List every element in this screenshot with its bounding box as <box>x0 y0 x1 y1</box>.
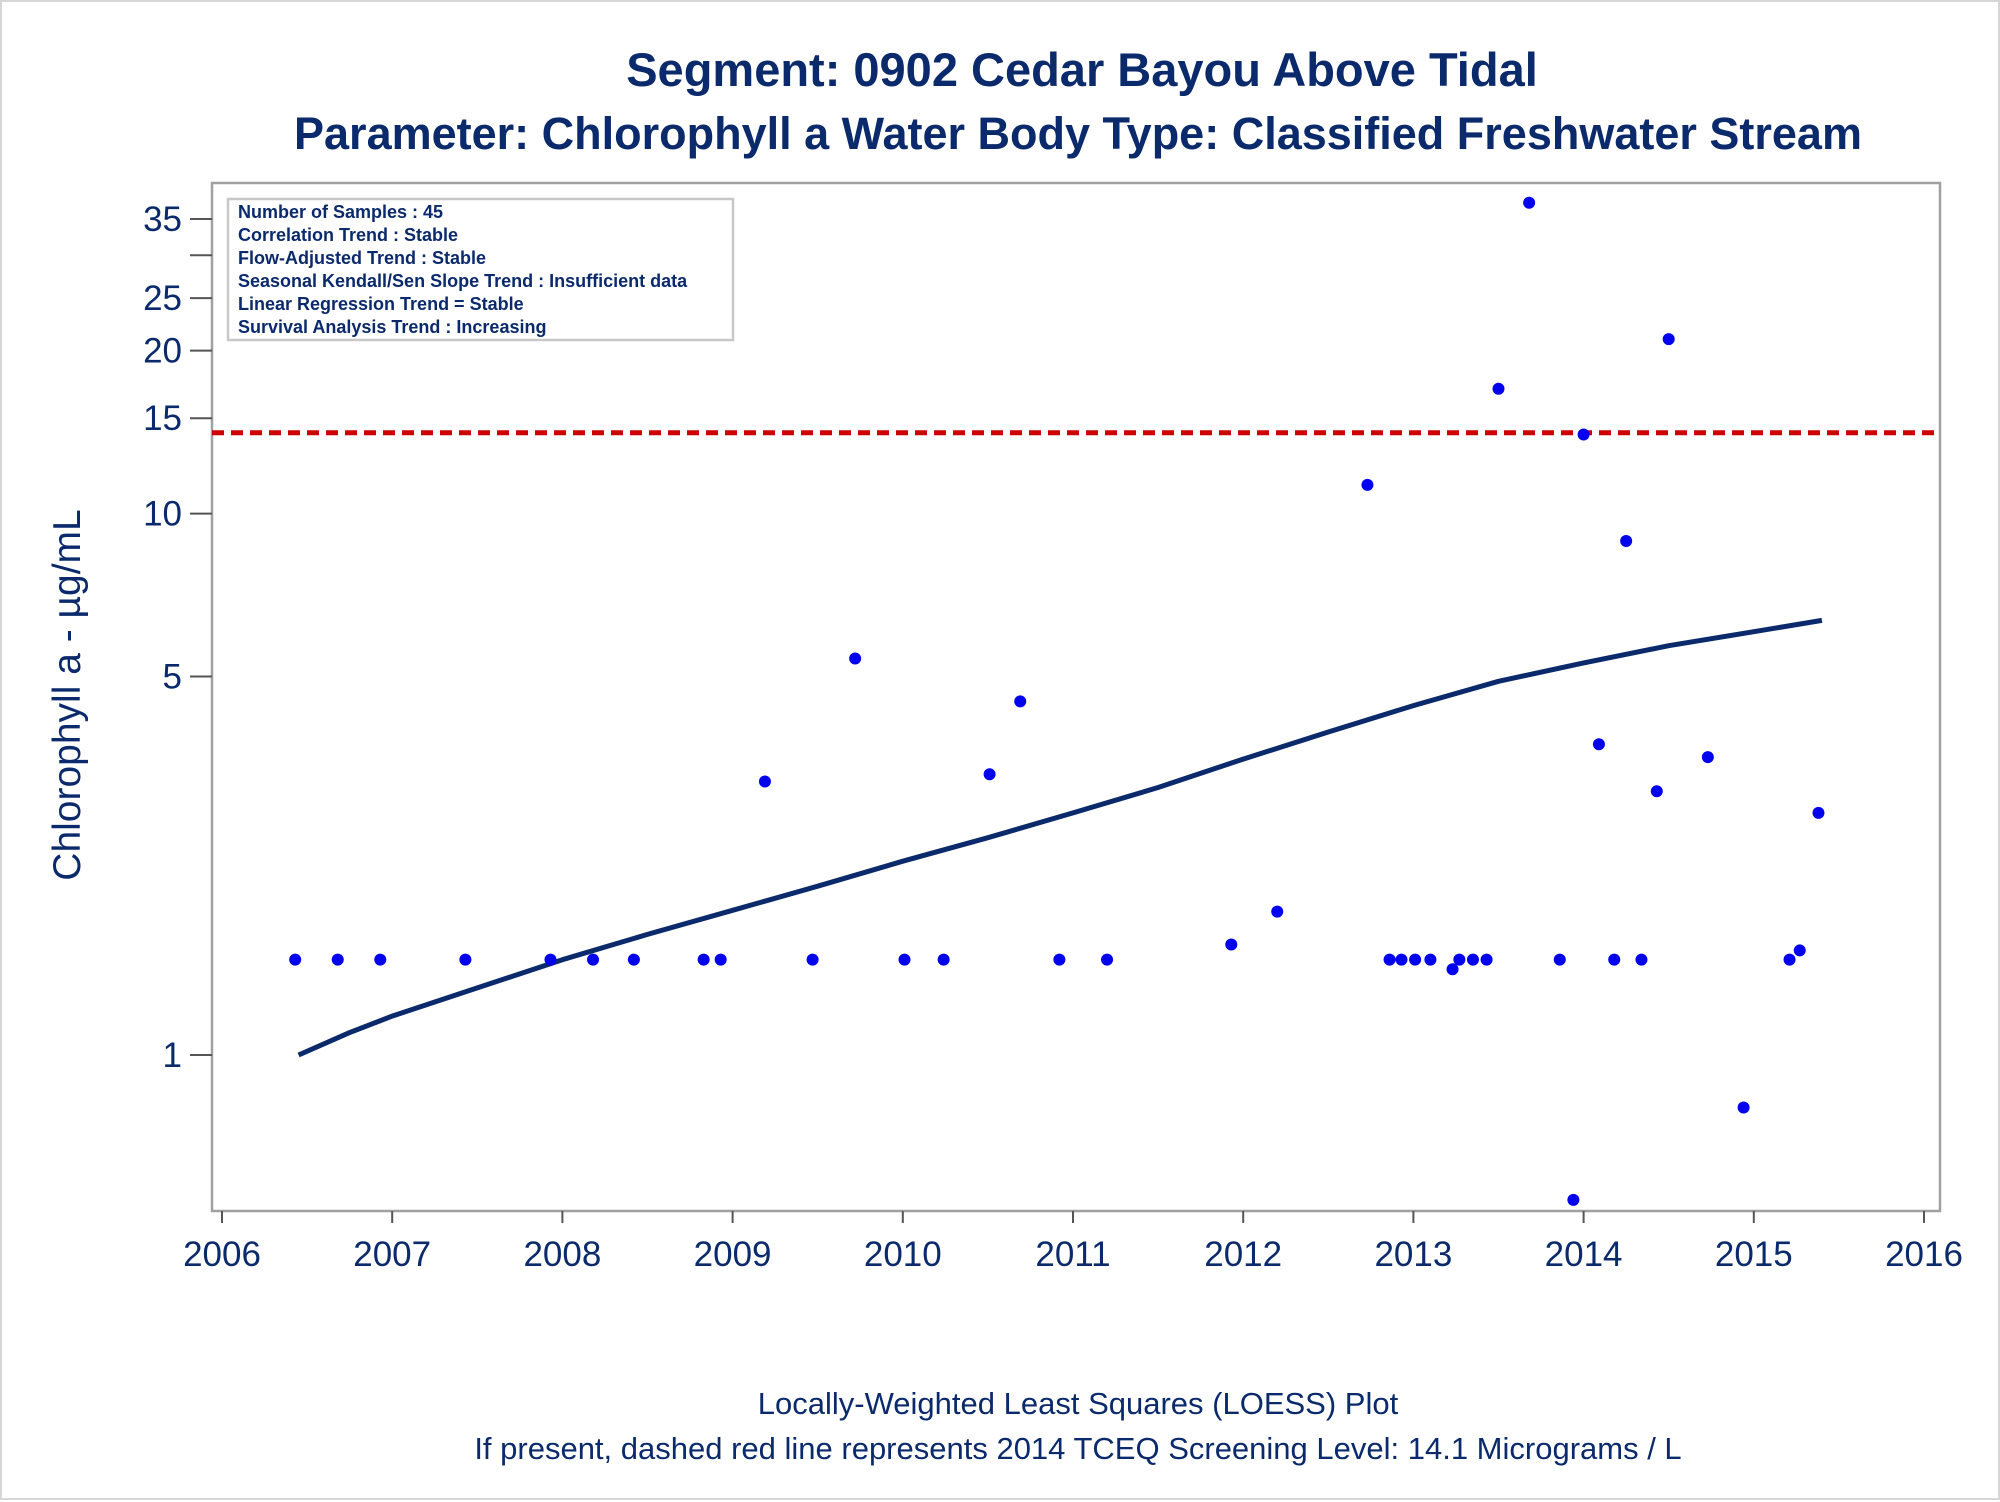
info-box <box>226 197 735 342</box>
plot-area: 2006 2007 2008 2009 2010 2011 2012 2013 2014 2015… <box>143 181 1963 1274</box>
sample-point <box>1466 953 1479 966</box>
x-tick-label: 2008 <box>523 1235 601 1274</box>
sample-point <box>1492 382 1505 395</box>
x-tick-label: 2007 <box>353 1235 431 1274</box>
footer-line-2: If present, dashed red line represents 2… <box>474 1431 1681 1466</box>
sample-point <box>331 953 344 966</box>
x-tick-label: 2014 <box>1545 1235 1623 1274</box>
sample-point <box>1523 196 1536 209</box>
y-tick-label: 5 <box>163 658 182 697</box>
sample-point <box>459 953 472 966</box>
sample-point <box>1424 953 1437 966</box>
sample-point <box>937 953 950 966</box>
sample-point <box>1567 1193 1580 1206</box>
sample-point <box>1793 944 1806 957</box>
sample-point <box>1553 953 1566 966</box>
sample-point <box>627 953 640 966</box>
sample-point <box>587 953 600 966</box>
sample-point <box>898 953 911 966</box>
y-tick-label: 25 <box>143 279 182 318</box>
x-tick-label: 2012 <box>1204 1235 1282 1274</box>
sample-point <box>1053 953 1066 966</box>
x-tick-label: 2010 <box>864 1235 942 1274</box>
sample-point <box>849 652 862 665</box>
sample-point <box>544 953 557 966</box>
sample-point <box>1592 738 1605 751</box>
x-tick-label: 2013 <box>1374 1235 1452 1274</box>
sample-point <box>1635 953 1648 966</box>
sample-point <box>1395 953 1408 966</box>
sample-point <box>1225 938 1238 951</box>
y-tick-label: 15 <box>143 399 182 438</box>
sample-point <box>1101 953 1114 966</box>
info-box-line: Linear Regression Trend = Stable <box>238 294 524 314</box>
sample-point <box>1812 806 1825 819</box>
info-box-line: Flow-Adjusted Trend : Stable <box>238 248 486 268</box>
footer-line-1: Locally-Weighted Least Squares (LOESS) P… <box>758 1386 1399 1421</box>
info-box-line: Correlation Trend : Stable <box>238 225 458 245</box>
plot-border <box>210 181 1942 1213</box>
info-box-line: Number of Samples : 45 <box>238 202 443 222</box>
sample-point <box>1453 953 1466 966</box>
sample-point <box>1620 534 1633 547</box>
sample-point <box>1701 751 1714 764</box>
sample-point <box>1383 953 1396 966</box>
sample-point <box>1650 785 1663 798</box>
y-tick-label: 20 <box>143 332 182 371</box>
y-tick-label: 10 <box>143 495 182 534</box>
sample-point <box>1446 963 1459 976</box>
sample-point <box>1783 953 1796 966</box>
sample-point <box>983 768 996 781</box>
sample-point <box>1361 478 1374 491</box>
sample-point <box>1737 1101 1750 1114</box>
sample-point <box>1608 953 1621 966</box>
x-tick-label: 2006 <box>183 1235 261 1274</box>
x-tick-label: 2009 <box>694 1235 772 1274</box>
sample-point <box>289 953 302 966</box>
y-tick-label: 35 <box>143 200 182 239</box>
sample-point <box>714 953 727 966</box>
y-tick-label: 1 <box>163 1036 182 1075</box>
x-tick-label: 2011 <box>1035 1235 1110 1274</box>
info-box-line: Seasonal Kendall/Sen Slope Trend : Insuf… <box>238 271 688 291</box>
chart-subtitle: Parameter: Chlorophyll a Water Body Type… <box>294 108 1862 159</box>
chart-title: Segment: 0902 Cedar Bayou Above Tidal <box>626 43 1538 96</box>
info-box-line: Survival Analysis Trend : Increasing <box>238 317 546 337</box>
sample-point <box>374 953 387 966</box>
sample-point <box>1271 905 1284 918</box>
sample-point <box>1014 695 1027 708</box>
sample-point <box>1577 428 1590 441</box>
sample-point <box>697 953 710 966</box>
y-axis-label: Chlorophyll a - µg/mL <box>46 509 89 880</box>
x-tick-label: 2015 <box>1715 1235 1793 1274</box>
sample-point <box>1409 953 1422 966</box>
sample-point <box>806 953 819 966</box>
sample-point <box>758 775 771 788</box>
x-tick-label: 2016 <box>1885 1235 1963 1274</box>
sample-point <box>1662 333 1675 346</box>
sample-point <box>1480 953 1493 966</box>
loess-curve <box>297 617 1823 1058</box>
